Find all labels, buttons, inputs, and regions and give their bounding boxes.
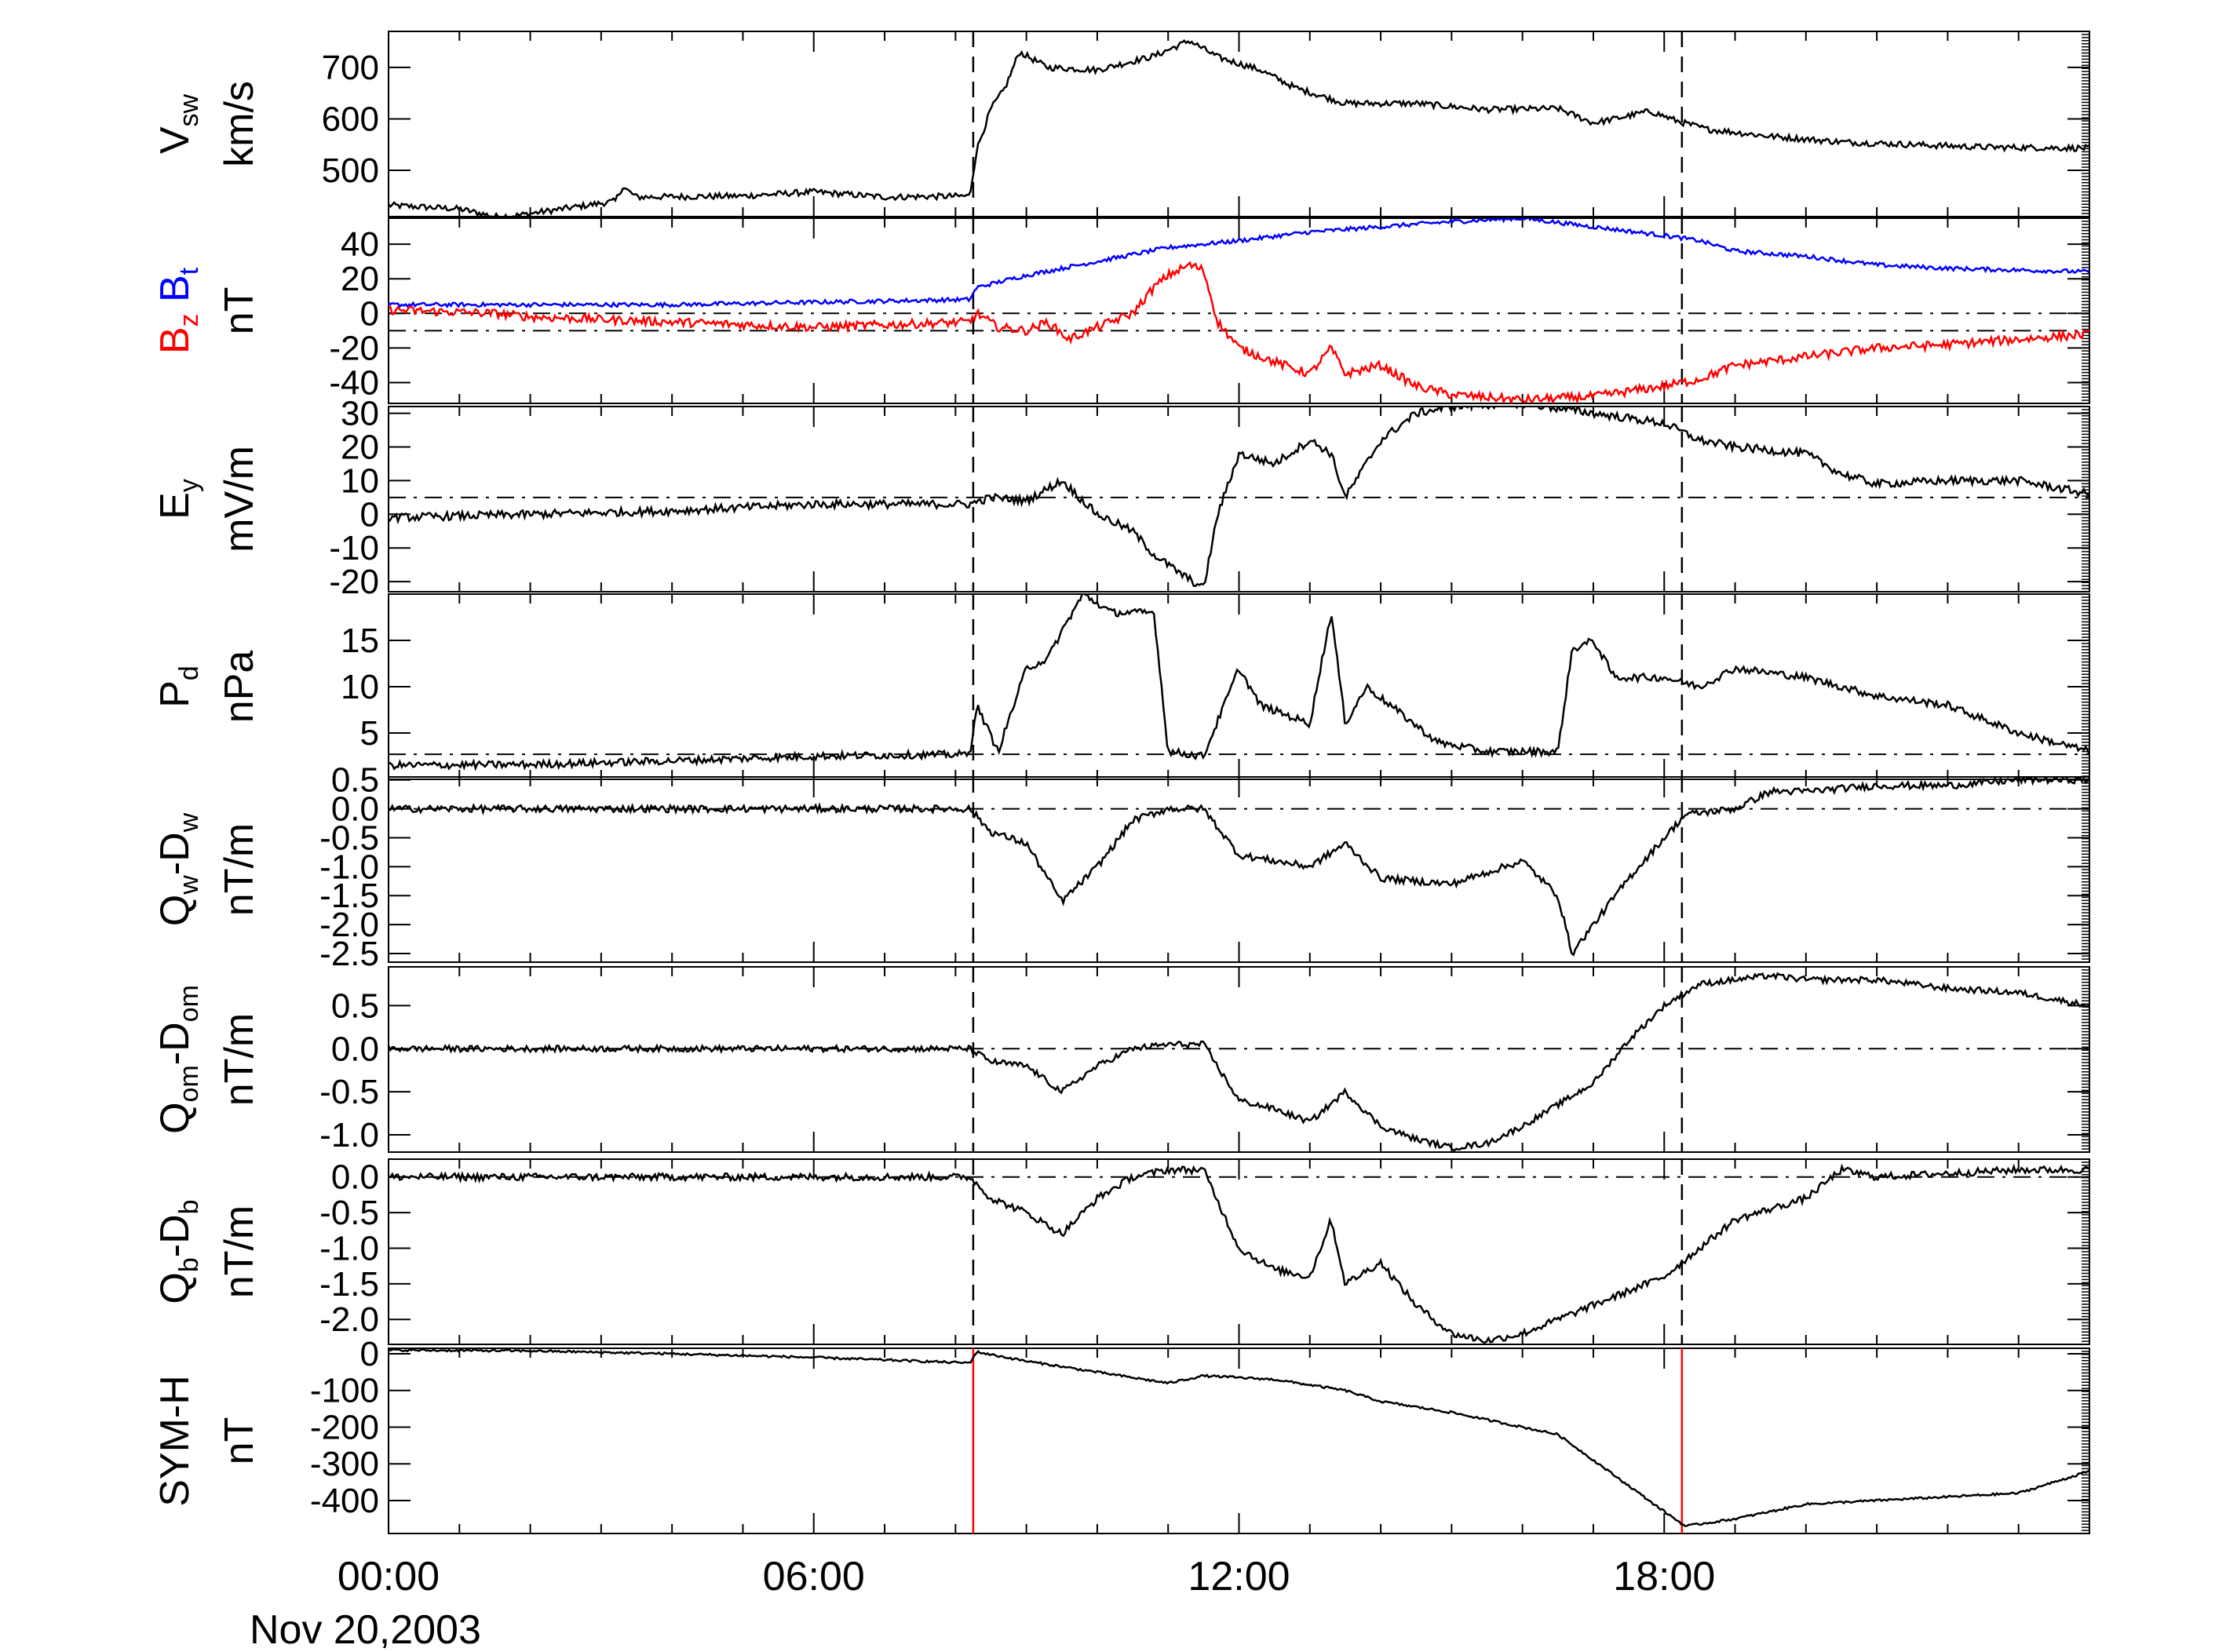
panel-frame xyxy=(388,966,2090,1153)
panel-pd: 5 10 15 Pd nPa xyxy=(152,593,2090,780)
y-tick-label: 500 xyxy=(322,151,379,190)
date-label: Nov 20,2003 xyxy=(250,1607,481,1648)
x-tick-label: 00:00 xyxy=(338,1554,440,1599)
y-tick-label: -2.0 xyxy=(319,906,379,944)
x-tick-label: 18:00 xyxy=(1613,1554,1715,1599)
y-tick-label: 5 xyxy=(360,714,379,753)
panel-unit-label: nPa xyxy=(217,651,262,724)
panel-label: Bz Bt xyxy=(152,267,204,354)
panel-frame xyxy=(388,593,2090,780)
y-tick-label: 20 xyxy=(341,428,379,466)
panel-label: Ey xyxy=(152,479,204,520)
panel-unit-label: mV/m xyxy=(217,446,262,552)
y-tick-label: 15 xyxy=(341,622,379,660)
y-tick-label: -2.5 xyxy=(319,935,379,973)
y-tick-label: -1.0 xyxy=(319,848,379,886)
series-line-qw_dw xyxy=(389,777,2089,957)
panel-label: Qb-Db xyxy=(152,1199,204,1304)
y-tick-label: 0.0 xyxy=(331,790,379,829)
y-tick-label: 0.5 xyxy=(331,986,379,1025)
y-tick-label: -0.5 xyxy=(319,819,379,857)
y-tick-label: -0.5 xyxy=(319,1073,379,1111)
panel-frame xyxy=(388,1158,2090,1345)
series-line-Bt xyxy=(389,218,2089,309)
y-tick-label: -10 xyxy=(329,529,379,567)
y-tick-label: 0 xyxy=(360,1335,379,1373)
x-tick-label: 12:00 xyxy=(1188,1554,1290,1599)
series-line-vsw xyxy=(389,39,2089,217)
panel-vsw: 500 600 700 Vsw km/s xyxy=(152,31,2090,217)
y-tick-label: -1.5 xyxy=(319,877,379,915)
y-tick-label: 10 xyxy=(341,668,379,706)
panel-frame xyxy=(388,1347,2090,1534)
y-tick-label: -400 xyxy=(310,1482,379,1520)
y-tick-label: 0.0 xyxy=(331,1030,379,1068)
panel-unit-label: km/s xyxy=(217,81,262,167)
panel-unit-label: nT xyxy=(217,1417,262,1465)
panel-frame xyxy=(388,217,2090,404)
series-line-Bz xyxy=(389,261,2089,403)
y-tick-label: -20 xyxy=(329,563,379,601)
y-tick-label: -1.0 xyxy=(319,1229,379,1267)
panel-frame xyxy=(388,406,2090,593)
y-tick-label: 30 xyxy=(341,395,379,433)
series-line-qom_dom xyxy=(389,972,2089,1152)
panel-label: Pd xyxy=(152,666,204,708)
y-tick-label: -40 xyxy=(329,364,379,403)
y-tick-label: 0.0 xyxy=(331,1158,379,1197)
panel-frame xyxy=(388,31,2090,217)
panel-label: Qom-Dom xyxy=(152,985,204,1134)
y-tick-label: -1.0 xyxy=(319,1116,379,1154)
y-tick-label: -100 xyxy=(310,1372,379,1410)
y-tick-label: 40 xyxy=(341,225,379,264)
series-line-qb_db xyxy=(389,1163,2089,1344)
y-tick-label: 600 xyxy=(322,100,379,138)
y-tick-label: 20 xyxy=(341,260,379,298)
y-tick-label: -20 xyxy=(329,329,379,367)
y-tick-label: 700 xyxy=(322,49,379,87)
panel-qw_dw: -2.5-2.0-1.5-1.0-0.50.00.5 Qw-Dw nT/m xyxy=(152,761,2090,973)
panel-unit-label: nT/m xyxy=(217,1013,262,1106)
panel-label: Vsw xyxy=(152,93,204,154)
series-line-symh xyxy=(389,1348,2089,1527)
panel-label: SYM-H xyxy=(152,1375,198,1507)
panel-label: Qw-Dw xyxy=(152,812,204,926)
y-tick-label: -2.0 xyxy=(319,1300,379,1339)
y-tick-label: 0.5 xyxy=(331,761,379,800)
panel-unit-label: nT xyxy=(217,287,262,335)
x-tick-label: 06:00 xyxy=(763,1554,865,1599)
panel-frame xyxy=(388,776,2090,963)
series-line-pd xyxy=(389,594,2089,771)
panel-qom_dom: -1.0 -0.5 0.0 0.5 Qom-Dom nT/m xyxy=(152,966,2090,1154)
y-tick-label: 10 xyxy=(341,461,379,500)
y-tick-label: -200 xyxy=(310,1408,379,1446)
y-tick-label: -300 xyxy=(310,1445,379,1483)
y-tick-label: 0 xyxy=(360,495,379,534)
y-tick-label: -0.5 xyxy=(319,1194,379,1232)
series-line-ey xyxy=(389,407,2089,587)
y-tick-label: 0 xyxy=(360,294,379,333)
panel-qb_db: -2.0-1.5-1.0-0.50.0 Qb-Db nT/m xyxy=(152,1158,2090,1345)
y-tick-label: -1.5 xyxy=(319,1265,379,1304)
panel-unit-label: nT/m xyxy=(217,1205,262,1298)
panel-unit-label: nT/m xyxy=(217,823,262,916)
